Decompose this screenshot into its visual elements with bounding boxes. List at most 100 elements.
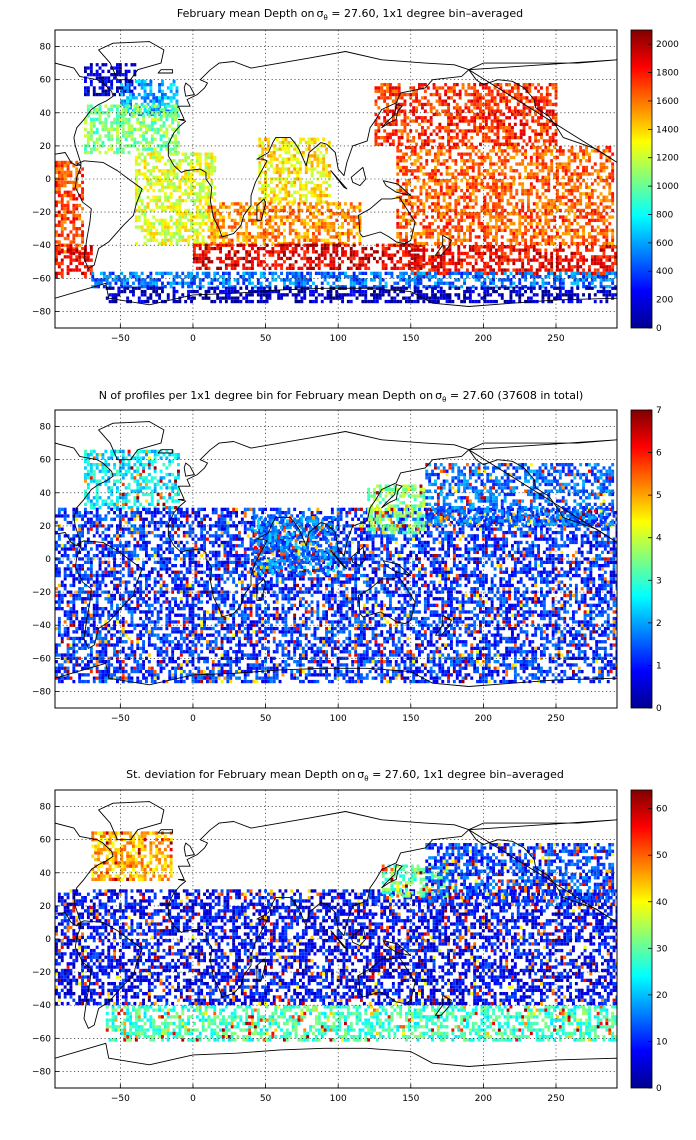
data-cell [66, 268, 70, 272]
data-cell [294, 228, 298, 233]
data-cell [118, 73, 122, 77]
data-cell [454, 225, 458, 229]
data-cell [535, 212, 539, 216]
data-cell [419, 145, 423, 150]
data-cell [497, 195, 501, 199]
data-cell [233, 202, 237, 206]
data-cell [267, 147, 270, 151]
data-cell [338, 275, 342, 279]
data-cell [140, 102, 144, 107]
data-cell [310, 190, 314, 194]
data-cell [201, 185, 205, 189]
data-cell [193, 222, 196, 226]
data-cell [524, 232, 527, 236]
data-cell [290, 164, 294, 168]
data-cell [127, 144, 131, 148]
data-cell [297, 241, 301, 246]
data-cell [55, 184, 58, 188]
data-cell [193, 281, 196, 285]
data-cell [309, 218, 312, 223]
data-cell [463, 251, 466, 256]
data-cell [137, 92, 141, 97]
data-cell [107, 131, 111, 135]
data-cell [448, 248, 452, 252]
data-cell [187, 218, 190, 223]
data-cell [418, 86, 421, 90]
data-cell [588, 195, 591, 199]
data-cell [599, 165, 603, 170]
data-cell [140, 228, 144, 233]
data-cell [439, 278, 443, 282]
data-cell [134, 218, 138, 223]
data-cell [582, 268, 585, 272]
data-cell [116, 63, 119, 67]
data-cell [558, 198, 562, 203]
data-cell [561, 192, 565, 196]
data-cell [158, 155, 161, 160]
data-cell [224, 235, 228, 239]
data-cell [434, 169, 437, 173]
data-cell [451, 225, 455, 229]
data-cell [512, 228, 516, 233]
data-cell [78, 213, 82, 218]
data-cell [134, 192, 138, 196]
data-cell [242, 246, 246, 251]
data-cell [529, 159, 533, 163]
data-cell [316, 164, 320, 168]
data-cell [312, 225, 315, 229]
data-cell [402, 212, 405, 216]
data-cell [590, 188, 594, 193]
data-cell [567, 265, 571, 269]
data-cell [139, 121, 143, 125]
data-cell [242, 218, 246, 223]
data-cell [274, 238, 278, 242]
data-cell [149, 225, 153, 229]
data-cell [484, 102, 488, 107]
data-cell [412, 109, 416, 113]
data-cell [374, 102, 378, 107]
data-cell [451, 185, 455, 189]
data-cell [405, 218, 408, 223]
data-cell [190, 235, 193, 239]
data-cell [477, 188, 481, 193]
data-cell [477, 225, 481, 229]
data-cell [492, 188, 495, 193]
data-cell [309, 225, 312, 229]
data-cell [448, 172, 452, 176]
data-cell [515, 258, 519, 262]
data-cell [187, 192, 190, 196]
data-cell [529, 215, 533, 219]
data-cell [457, 185, 461, 189]
data-cell [219, 246, 222, 251]
data-cell [245, 222, 249, 226]
data-cell [431, 202, 434, 206]
data-cell [104, 89, 108, 93]
data-cell [509, 228, 513, 233]
data-cell [358, 266, 362, 271]
data-cell [181, 175, 185, 180]
data-cell [545, 132, 549, 136]
data-cell [406, 92, 410, 97]
data-cell [121, 127, 125, 132]
data-cell [155, 152, 159, 156]
data-cell [471, 198, 475, 203]
data-cell [159, 147, 163, 151]
data-cell [216, 243, 220, 247]
data-cell [611, 265, 615, 269]
data-cell [519, 96, 523, 100]
data-cell [413, 241, 417, 246]
data-cell [439, 281, 443, 285]
data-cell [374, 86, 378, 90]
data-cell [436, 179, 440, 183]
data-cell [550, 149, 554, 153]
data-cell [463, 152, 466, 156]
data-cell [152, 102, 156, 107]
data-cell [107, 107, 111, 112]
data-cell [518, 175, 522, 180]
data-cell [66, 271, 70, 276]
data-cell [544, 205, 548, 209]
data-cell [265, 285, 269, 289]
data-cell [63, 217, 67, 221]
data-cell [413, 235, 417, 239]
data-cell [500, 172, 504, 176]
